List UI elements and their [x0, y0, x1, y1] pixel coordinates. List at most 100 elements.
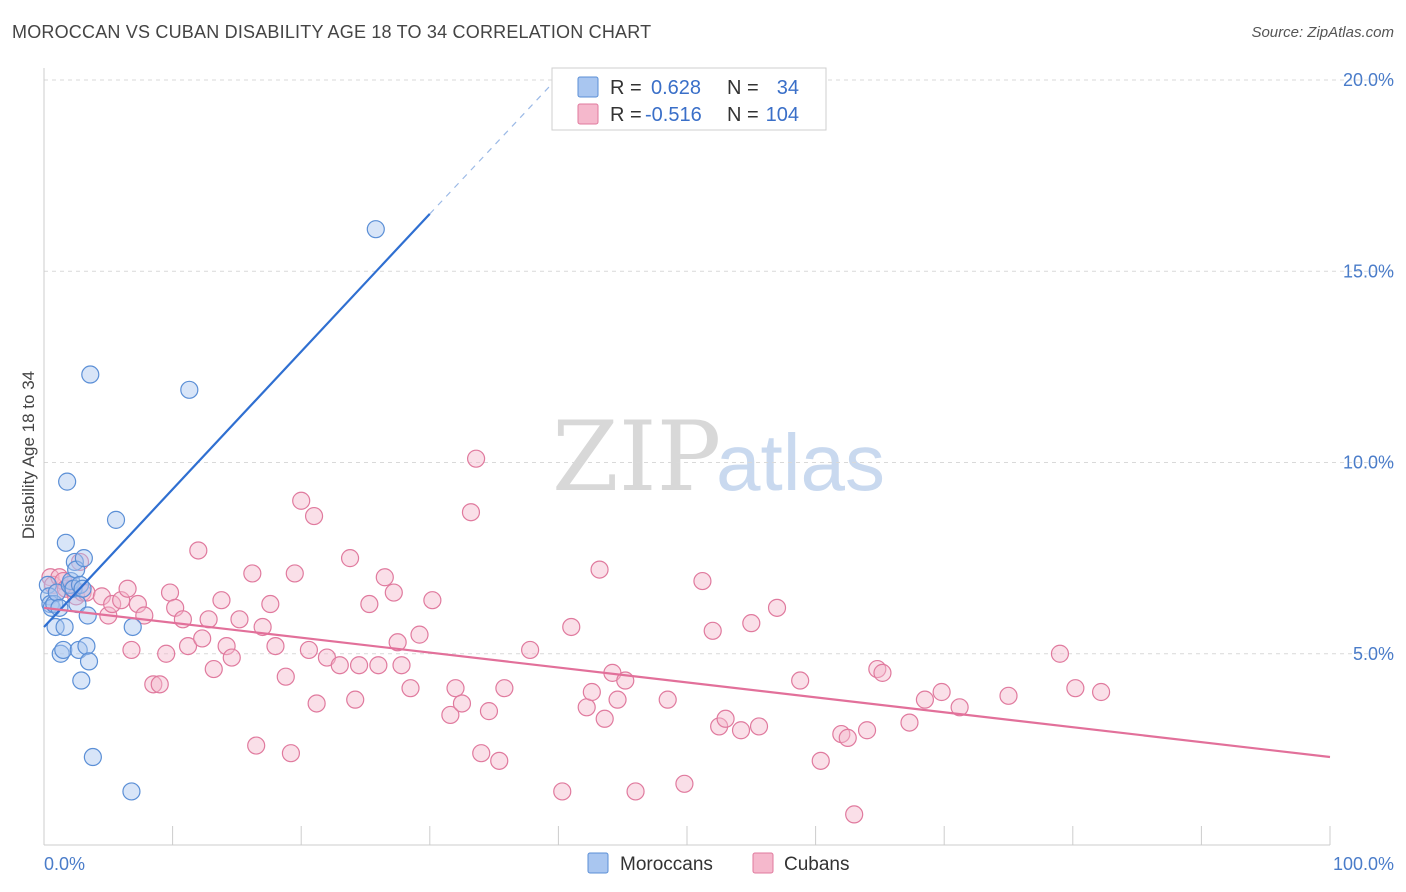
cubans-point	[490, 751, 509, 770]
legend-n-label-cubans: N =	[727, 104, 759, 126]
cubans-point	[193, 629, 212, 648]
cubans-point	[716, 709, 735, 728]
cubans-point	[479, 702, 499, 721]
cubans-point	[731, 721, 751, 740]
cubans-point	[658, 690, 677, 709]
cubans-point	[189, 541, 208, 560]
bottom-legend-swatch-moroccans	[587, 852, 609, 874]
cubans-point	[999, 686, 1018, 705]
cubans-point	[330, 656, 349, 675]
moroccans-point	[83, 747, 102, 767]
cubans-point	[749, 717, 769, 736]
cubans-point	[307, 694, 326, 713]
legend-r-cubans: -0.516	[645, 104, 702, 126]
cubans-point	[1091, 682, 1111, 702]
bottom-legend-swatch-cubans	[752, 852, 774, 874]
cubans-point	[461, 503, 481, 522]
cubans-point	[388, 633, 407, 652]
cubans-point	[178, 636, 198, 656]
y-tick-label: 20.0%	[1343, 70, 1394, 90]
cubans-point	[577, 698, 596, 717]
moroccans-point	[81, 365, 100, 384]
y-tick-label: 5.0%	[1353, 644, 1394, 664]
cubans-point	[157, 644, 176, 663]
bottom-legend-moroccans: Moroccans	[620, 854, 713, 875]
moroccans-point	[56, 533, 75, 552]
series-legend: Moroccans Cubans	[587, 852, 850, 875]
cubans-point	[401, 679, 420, 698]
cubans-point	[626, 782, 645, 801]
cubans-point	[472, 744, 491, 763]
cubans-point	[144, 675, 163, 694]
moroccans-point	[65, 552, 84, 572]
cubans-point	[103, 594, 122, 614]
cubans-point	[452, 694, 472, 713]
legend-n-moroccans: 34	[777, 77, 799, 99]
cubans-point	[150, 675, 169, 694]
x-tick-label-end: 100.0%	[1333, 854, 1394, 874]
cubans-point	[375, 568, 394, 587]
cubans-point	[118, 579, 137, 598]
cubans-point	[299, 640, 319, 660]
legend-swatch-cubans	[577, 103, 599, 125]
moroccans-point	[366, 220, 385, 239]
cubans-point	[92, 587, 111, 606]
moroccans-point	[72, 671, 91, 690]
cubans-point	[915, 690, 935, 709]
moroccans-point	[74, 549, 93, 568]
cubans-point	[281, 744, 301, 763]
cubans-point	[838, 728, 857, 748]
cubans-point	[204, 659, 223, 679]
cubans-point	[410, 625, 429, 644]
cubans-point	[932, 682, 951, 702]
legend-swatch-moroccans	[577, 76, 599, 98]
cubans-point	[340, 549, 360, 568]
moroccans-point	[78, 606, 97, 625]
cubans-point	[360, 594, 379, 614]
cubans-point	[466, 449, 486, 468]
cubans-point	[582, 682, 601, 702]
moroccans-points	[38, 220, 385, 801]
moroccans-point	[123, 617, 142, 637]
chart-title: MOROCCAN VS CUBAN DISABILITY AGE 18 TO 3…	[12, 22, 652, 42]
cubans-point	[128, 594, 147, 614]
correlation-legend: R = 0.628 N = 34 R = -0.516 N = 104	[551, 67, 827, 131]
cubans-point	[742, 614, 761, 633]
legend-n-label-moroccans: N =	[727, 77, 759, 99]
cubans-point	[243, 564, 262, 583]
moroccans-trendline-extension	[429, 83, 553, 215]
cubans-point	[392, 656, 411, 675]
cubans-point	[693, 571, 712, 591]
cubans-point	[247, 736, 266, 755]
cubans-point	[122, 640, 141, 660]
moroccans-trendline	[43, 213, 431, 628]
legend-r-moroccans: 0.628	[651, 77, 701, 99]
cubans-point	[900, 713, 919, 732]
cubans-point	[346, 690, 365, 709]
cubans-point	[811, 751, 830, 770]
cubans-point	[703, 621, 722, 640]
cubans-point	[590, 560, 609, 579]
cubans-point	[857, 721, 877, 740]
source-label: Source: ZipAtlas.com	[1251, 24, 1394, 41]
legend-r-label-cubans: R =	[610, 104, 642, 126]
cubans-point	[595, 709, 614, 728]
cubans-point	[222, 648, 241, 667]
cubans-point	[212, 591, 231, 610]
cubans-point	[423, 591, 442, 610]
legend-n-cubans: 104	[766, 104, 799, 126]
cubans-point	[521, 640, 540, 660]
cubans-point	[369, 656, 388, 675]
moroccans-point	[106, 510, 126, 529]
cubans-point	[608, 690, 627, 709]
bottom-legend-cubans: Cubans	[784, 854, 850, 875]
cubans-point	[873, 663, 892, 682]
trendlines	[43, 83, 1331, 759]
cubans-point	[349, 656, 369, 675]
x-ticks	[43, 826, 1331, 845]
cubans-point	[253, 617, 272, 637]
cubans-point	[675, 774, 694, 793]
cubans-point	[495, 679, 514, 698]
moroccans-point	[79, 652, 99, 671]
cubans-point	[553, 782, 572, 801]
